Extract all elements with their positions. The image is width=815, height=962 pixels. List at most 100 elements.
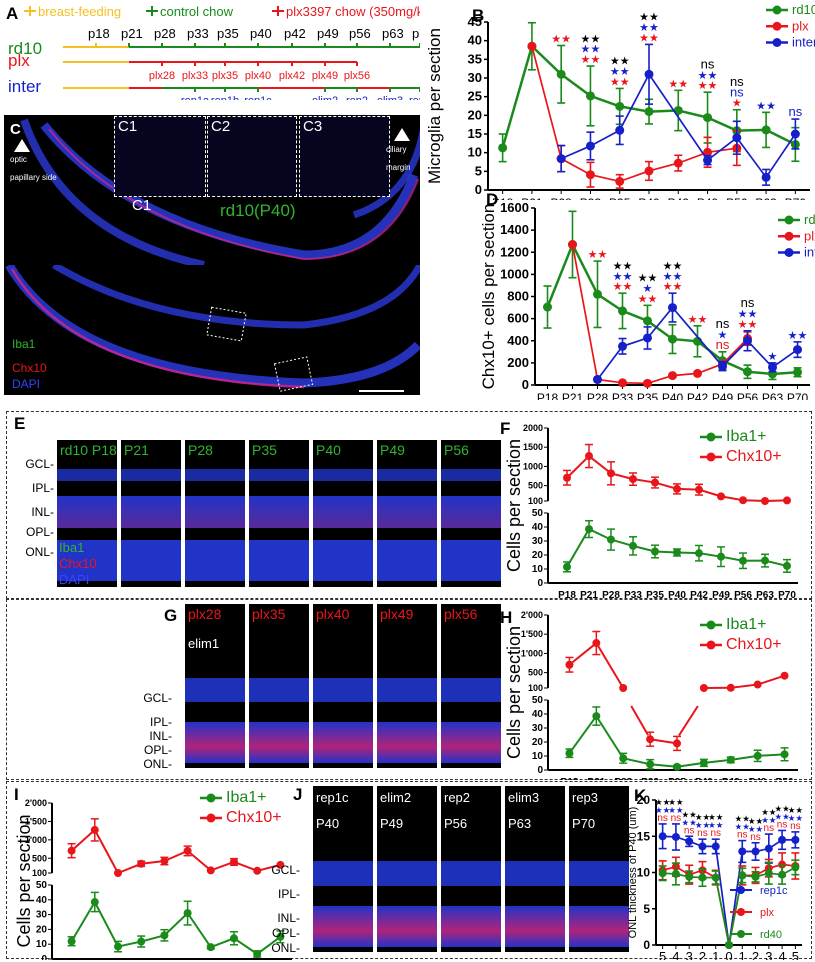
x-tick-label: P21 xyxy=(562,391,584,400)
x-tick-label: P33 xyxy=(624,590,642,598)
series-link xyxy=(630,705,649,736)
data-point-Chx10+ xyxy=(717,492,725,501)
data-point-rep1c xyxy=(671,832,680,841)
data-point-Iba1+ xyxy=(607,535,615,544)
plx-timepoint-label: plx28 xyxy=(149,70,175,82)
significance-mark: ns xyxy=(764,823,775,834)
y-tick-label: 20 xyxy=(532,737,544,748)
series-link xyxy=(678,705,699,736)
rd10-p40-label: rd10(P40) xyxy=(220,201,296,220)
micrograph-label: rep3 xyxy=(572,790,599,805)
data-point-Chx10+ xyxy=(651,478,659,487)
y-tick-label: 40 xyxy=(468,33,482,48)
y-tick-label: 1'500 xyxy=(25,816,47,826)
timepoint-label: p40 xyxy=(250,26,272,41)
x-tick-label: P70 xyxy=(785,196,807,200)
data-point-Chx10+ xyxy=(276,860,285,869)
significance-mark: ★★ xyxy=(735,814,751,824)
micrograph-label: P28 xyxy=(188,442,213,458)
data-point-rep1c xyxy=(685,837,694,846)
legend-marker xyxy=(706,432,716,442)
significance-mark: ★★ xyxy=(738,308,758,320)
y-tick-label: 40 xyxy=(532,709,544,720)
data-point-Chx10+ xyxy=(592,639,601,648)
layer-label-inl: INL- xyxy=(277,911,300,925)
plx-timepoint-label: plx33 xyxy=(182,70,208,82)
chart-b-microglia: 0 5 10 15 20 25 30 35 40 45 P18 P21 P28 P33 P35 P40 P42 P… xyxy=(425,2,815,200)
series-line-Chx10+ xyxy=(649,738,678,745)
x-tick-label: 2 xyxy=(699,949,706,960)
y-tick-label: 35 xyxy=(468,51,482,66)
legend-marker xyxy=(772,5,782,15)
significance-mark: ★★ xyxy=(788,330,808,342)
y-tick-label: 50 xyxy=(532,695,544,706)
data-point-Iba1+ xyxy=(739,556,747,565)
inter-timepoint-label: elim3 xyxy=(377,95,403,100)
significance-mark: ★★ xyxy=(638,273,658,285)
significance-mark: ★★ xyxy=(663,281,683,293)
y-tick-label: 0 xyxy=(475,182,482,197)
significance-mark: ns xyxy=(684,825,695,836)
y-tick-label: 500 xyxy=(32,853,47,863)
legend-label: control chow xyxy=(160,4,234,19)
data-point-rd40 xyxy=(698,873,707,882)
x-tick-label: 5 xyxy=(792,949,799,960)
legend-label: inter xyxy=(804,245,815,260)
micrograph-label: plx28 xyxy=(188,606,222,622)
y-tick-label: 10 xyxy=(532,564,544,575)
x-tick-label: P28 xyxy=(551,196,573,200)
significance-mark: ns xyxy=(716,316,730,331)
data-point-Iba1+ xyxy=(585,525,593,534)
x-tick-label: P21 xyxy=(587,777,605,780)
panel-label-f: F xyxy=(500,419,511,438)
x-tick-label: P56 xyxy=(737,391,759,400)
layer-label-gcl: GCL- xyxy=(143,691,172,705)
data-point-Iba1+ xyxy=(651,547,659,556)
micrograph-timepoint: P49 xyxy=(380,816,404,831)
y-tick-label: 200 xyxy=(507,355,529,370)
significance-mark: ★★ xyxy=(668,805,684,815)
margin-label: margin xyxy=(386,163,411,172)
data-point-plx xyxy=(643,378,652,388)
data-point-plx xyxy=(703,147,713,157)
significance-mark: ★★ xyxy=(756,100,776,112)
significance-mark: ★★ xyxy=(581,33,601,45)
stain-iba1-label: Iba1 xyxy=(12,337,36,351)
y-tick-label: 2000 xyxy=(523,423,543,433)
significance-mark: ns xyxy=(790,821,801,832)
significance-mark: ★★ xyxy=(682,809,698,819)
x-tick-label: 3 xyxy=(765,949,772,960)
y-tick-label: 100 xyxy=(32,868,47,878)
legend-label: Chx10+ xyxy=(726,448,782,465)
significance-mark: ★ xyxy=(732,98,742,110)
data-point-plx xyxy=(527,41,537,51)
data-point-Iba1+ xyxy=(230,934,238,943)
data-point-inter xyxy=(768,362,777,372)
significance-mark: ★★ xyxy=(551,34,571,46)
layer-label-opl: OPL- xyxy=(271,926,300,940)
chart-h: 100 500 1'000 1'500 2'000 0 10 20 30 40 50 P18 P21 P2… xyxy=(504,610,798,780)
data-point-inter xyxy=(761,172,771,182)
panel-label-j: J xyxy=(293,785,303,804)
significance-mark: ns xyxy=(737,830,748,841)
x-tick-label: P35 xyxy=(609,196,631,200)
y-tick-label: 1'500 xyxy=(521,629,543,639)
significance-mark: ★★ xyxy=(788,805,804,815)
data-point-Iba1+ xyxy=(67,937,76,946)
legend-marker xyxy=(706,640,716,650)
y-tick-label: 20 xyxy=(468,107,482,122)
micrograph-timepoint: P40 xyxy=(316,816,340,831)
y-tick-label: 0 xyxy=(537,578,543,589)
data-point-Chx10+ xyxy=(783,496,791,505)
data-point-Iba1+ xyxy=(726,755,735,764)
legend-label: rep1c xyxy=(760,885,788,897)
data-point-Iba1+ xyxy=(699,758,708,767)
inter-timepoint-label: rep1b xyxy=(211,95,239,100)
significance-mark: ★★ xyxy=(668,797,684,807)
legend-label: plx xyxy=(792,18,809,33)
y-tick-label: 5 xyxy=(643,902,650,916)
y-tick-label: 40 xyxy=(532,522,544,533)
micrograph-label: plx35 xyxy=(252,606,286,622)
data-point-Iba1+ xyxy=(276,932,285,941)
micrograph-j-2: rep2 P56 xyxy=(441,786,501,952)
